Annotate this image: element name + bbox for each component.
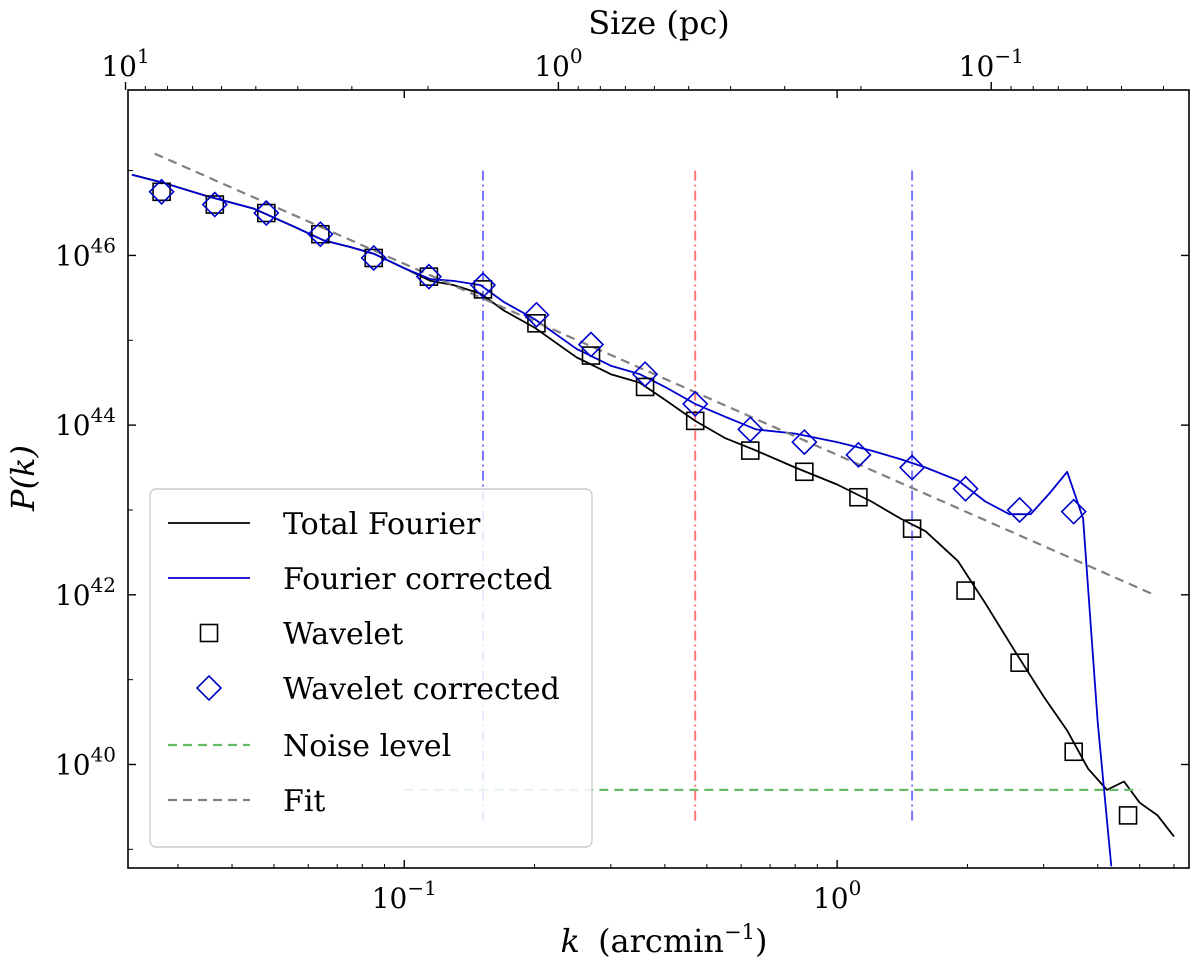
wavelet-point [956, 581, 975, 600]
y-tick-label: 1040 [55, 742, 116, 781]
legend-label: Wavelet corrected [283, 672, 560, 707]
wavelet-corrected-point [469, 272, 497, 299]
wavelet-point [419, 267, 439, 286]
y-tick-label: 1046 [55, 233, 116, 272]
wavelet-corrected-point [791, 428, 818, 456]
wavelet-corrected-point [253, 199, 280, 227]
legend-frame [149, 488, 593, 848]
y-tick-label-exp: 46 [91, 233, 116, 257]
wavelet-point [795, 462, 814, 482]
legend-entry: Wavelet corrected [195, 672, 560, 707]
legend-label: Fit [283, 784, 325, 819]
legend-entries: Total Fourier Fourier corrected Wavelet Wav… [168, 507, 560, 819]
y-tick-label-base: 10 [55, 579, 91, 612]
y-tick-label: 1044 [55, 403, 116, 442]
wavelet-point [581, 346, 601, 365]
legend: Total Fourier Fourier corrected Wavelet Wav… [149, 488, 593, 848]
y-tick-label-base: 10 [55, 239, 91, 272]
y-tick-label-base: 10 [55, 748, 91, 781]
x-tick-label: 10−1 [372, 876, 437, 915]
wavelet-point [635, 377, 655, 397]
wavelet-corrected-point [952, 475, 979, 502]
wavelet-point [364, 248, 384, 268]
wavelet-corrected-point [737, 416, 764, 443]
wavelet-corrected-point [523, 301, 550, 328]
wavelet-corrected-point [1006, 496, 1033, 524]
legend-entry: Wavelet [199, 617, 403, 652]
legend-swatch-square [199, 623, 219, 643]
legend-entry: Total Fourier [168, 507, 481, 542]
x-axis-label-var: k [561, 922, 580, 960]
legend-entry: Fourier corrected [168, 562, 552, 597]
top-axis-label: Size (pc) [588, 4, 730, 42]
x-tick-label-exp: 0 [849, 876, 862, 900]
top-tick-label: 100 [534, 44, 582, 83]
wavelet-corrected-point [845, 441, 872, 468]
wavelet-corrected-point [307, 221, 334, 248]
wavelet-point [311, 224, 330, 244]
marker-layer [148, 178, 1138, 825]
x-tick-label-exp: −1 [407, 876, 436, 900]
wavelet-point [849, 487, 868, 507]
wavelet-point [1064, 742, 1084, 762]
wavelet-corrected-point [682, 390, 709, 418]
legend-entry: Noise level [168, 729, 451, 764]
x-tick-label-base: 10 [372, 882, 408, 915]
wavelet-corrected-point [201, 191, 228, 218]
wavelet-point [152, 182, 171, 202]
x-axis-label-unit: (arcmin [598, 922, 724, 960]
y-tick-label-base: 10 [55, 409, 91, 442]
series-fit [154, 152, 1155, 596]
wavelet-point [257, 203, 276, 223]
wavelet-corrected-point [360, 244, 387, 272]
plot-frame [127, 89, 1190, 869]
series-fourier-corrected [131, 173, 1113, 867]
x-axis-label-exp: −1 [724, 920, 755, 944]
wavelet-point [685, 411, 705, 431]
legend-label: Total Fourier [283, 507, 481, 542]
top-tick-label-base: 10 [534, 50, 570, 83]
wavelet-point [1118, 806, 1138, 825]
wavelet-corrected-point [1060, 498, 1087, 525]
top-tick-label-base: 10 [959, 50, 995, 83]
top-tick-label-base: 10 [101, 50, 137, 83]
wavelet-point [902, 519, 922, 538]
x-axis-label: k (arcmin−1) [561, 920, 768, 960]
y-axis-label: P(k) [4, 445, 42, 512]
top-tick-label: 101 [101, 44, 149, 83]
wavelet-point [1010, 653, 1029, 672]
y-tick-label-exp: 44 [91, 403, 116, 427]
top-tick-label-exp: 0 [570, 44, 583, 68]
y-tick-label: 1042 [55, 573, 116, 612]
y-tick-label-exp: 40 [91, 742, 116, 766]
top-tick-label-exp: 1 [137, 44, 150, 68]
top-tick-label: 10−1 [959, 44, 1024, 83]
wavelet-corrected-point [148, 178, 175, 205]
legend-label: Wavelet [283, 617, 403, 652]
wavelet-corrected-point [415, 263, 443, 290]
wavelet-point [527, 314, 546, 333]
legend-label: Fourier corrected [283, 562, 552, 597]
wavelet-corrected-point [631, 361, 659, 388]
wavelet-point [205, 195, 225, 214]
legend-entry: Fit [168, 784, 325, 819]
y-tick-label-exp: 42 [91, 573, 116, 597]
top-tick-label-exp: −1 [994, 44, 1023, 68]
x-tick-label: 100 [813, 876, 861, 915]
legend-label: Noise level [283, 729, 451, 764]
wavelet-corrected-point [577, 331, 605, 358]
wavelet-corrected-point [898, 454, 926, 481]
legend-swatch-diamond [195, 674, 223, 702]
x-tick-label-base: 10 [813, 882, 849, 915]
x-axis-label-close: ) [755, 922, 767, 960]
